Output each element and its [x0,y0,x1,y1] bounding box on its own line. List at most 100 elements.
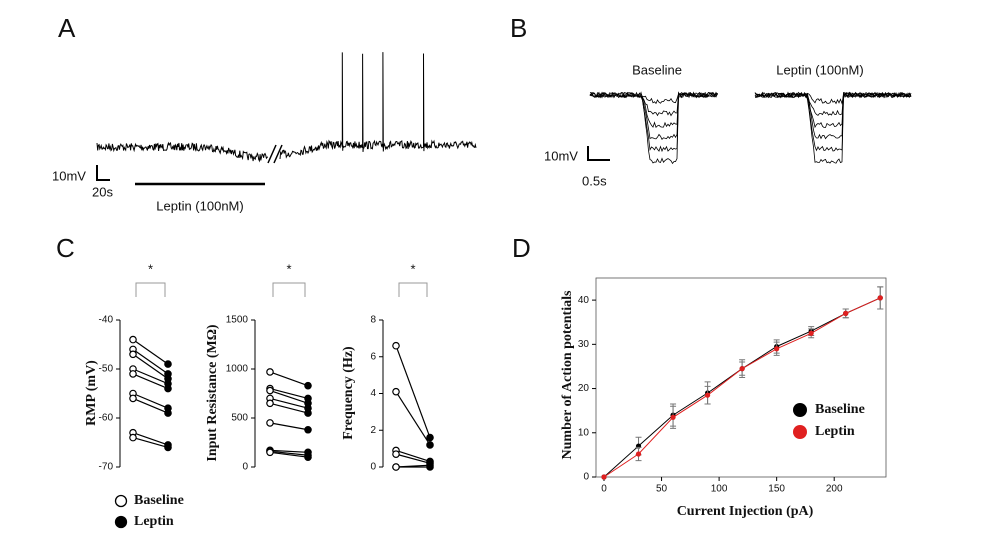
panel-label: C [56,233,75,263]
point [129,335,137,344]
point [392,341,400,350]
y-tick-label: 20 [578,383,590,394]
break-mark [267,144,283,164]
point [266,448,274,457]
y-axis-label: RMP (mV) [84,360,99,426]
point [304,425,312,434]
x-tick-label: 0 [601,484,607,495]
scale-bar [96,165,110,181]
significance: * [286,261,291,276]
pair-line [132,392,169,409]
scale-label: 10mV [544,148,578,163]
y-axis-label: Input Resistance (MΩ) [205,324,220,462]
pair-line [132,353,169,380]
pair-line [132,348,169,375]
point [266,419,274,427]
pair-line [132,397,169,414]
significance-bracket [398,282,428,297]
point [266,386,274,395]
scale-label: 20s [92,184,113,199]
pair-line [269,450,309,456]
trace-line [589,91,718,153]
point [704,392,711,398]
pair-line [132,432,169,446]
y-tick-label: -50 [99,364,114,375]
point [164,409,172,417]
legend-marker [114,515,128,529]
pair-line [269,389,309,404]
pair-line [395,449,431,463]
pair-line [132,437,169,448]
point [164,443,172,452]
legend-label: Leptin [134,514,174,529]
point [129,433,137,442]
drug-label: Leptin (100nM) [156,198,243,213]
y-tick-label: -60 [99,413,114,424]
pair-line [269,449,309,453]
pair-line [269,451,309,458]
point [266,399,274,408]
trace-line [754,91,912,129]
legend-label: Leptin [815,424,855,439]
x-tick-label: 150 [768,484,785,495]
point [304,381,312,390]
significance: * [410,261,415,276]
legend-label: Baseline [134,493,184,508]
y-tick-label: 6 [370,351,376,362]
y-tick-label: 0 [583,472,589,483]
y-tick-label: 0 [370,462,376,473]
point [774,346,780,352]
point [164,360,172,368]
pair-line [132,373,169,390]
point [129,370,137,378]
legend-marker [793,403,807,417]
y-tick-label: -70 [99,462,114,473]
y-tick-label: 0 [242,462,248,473]
legend-label: Baseline [815,402,865,417]
legend-marker [114,494,128,508]
trace [96,52,477,164]
scale-bar [587,146,610,161]
scale-label: 10mV [52,168,86,183]
point [426,463,434,471]
series-line [603,297,881,478]
y-tick-label: 1500 [226,315,249,326]
trace-line [279,52,477,160]
point [635,451,642,457]
point [670,414,676,420]
trace-line [754,92,912,164]
point [129,350,137,359]
y-tick-label: 8 [370,315,376,326]
pair-line [269,388,309,399]
y-tick-label: 4 [370,388,376,399]
panel-label: D [512,233,531,263]
point [601,474,607,480]
trace-line [589,91,718,129]
y-tick-label: 30 [578,339,590,350]
pair-line [395,391,431,446]
trace-label: Baseline [632,62,682,77]
x-tick-label: 100 [711,484,728,495]
pair-line [132,339,169,365]
y-axis-label: Number of Action potentials [560,290,575,459]
pair-line [269,371,309,387]
point [392,450,400,458]
trace-label: Leptin (100nM) [776,62,863,77]
trace-line [589,91,718,165]
point [739,366,745,372]
point [304,453,312,462]
pair-line [269,397,309,409]
y-tick-label: 40 [578,295,590,306]
pair-line [132,368,169,385]
point [843,310,849,316]
y-axis-label: Frequency (Hz) [341,346,356,440]
point [304,409,312,417]
y-tick-label: 2 [370,425,376,436]
trace-line [589,91,718,140]
y-tick-label: 10 [578,427,590,438]
point [426,441,434,449]
significance: * [148,261,153,276]
series-line [603,297,881,478]
x-axis-label: Current Injection (pA) [677,504,814,519]
